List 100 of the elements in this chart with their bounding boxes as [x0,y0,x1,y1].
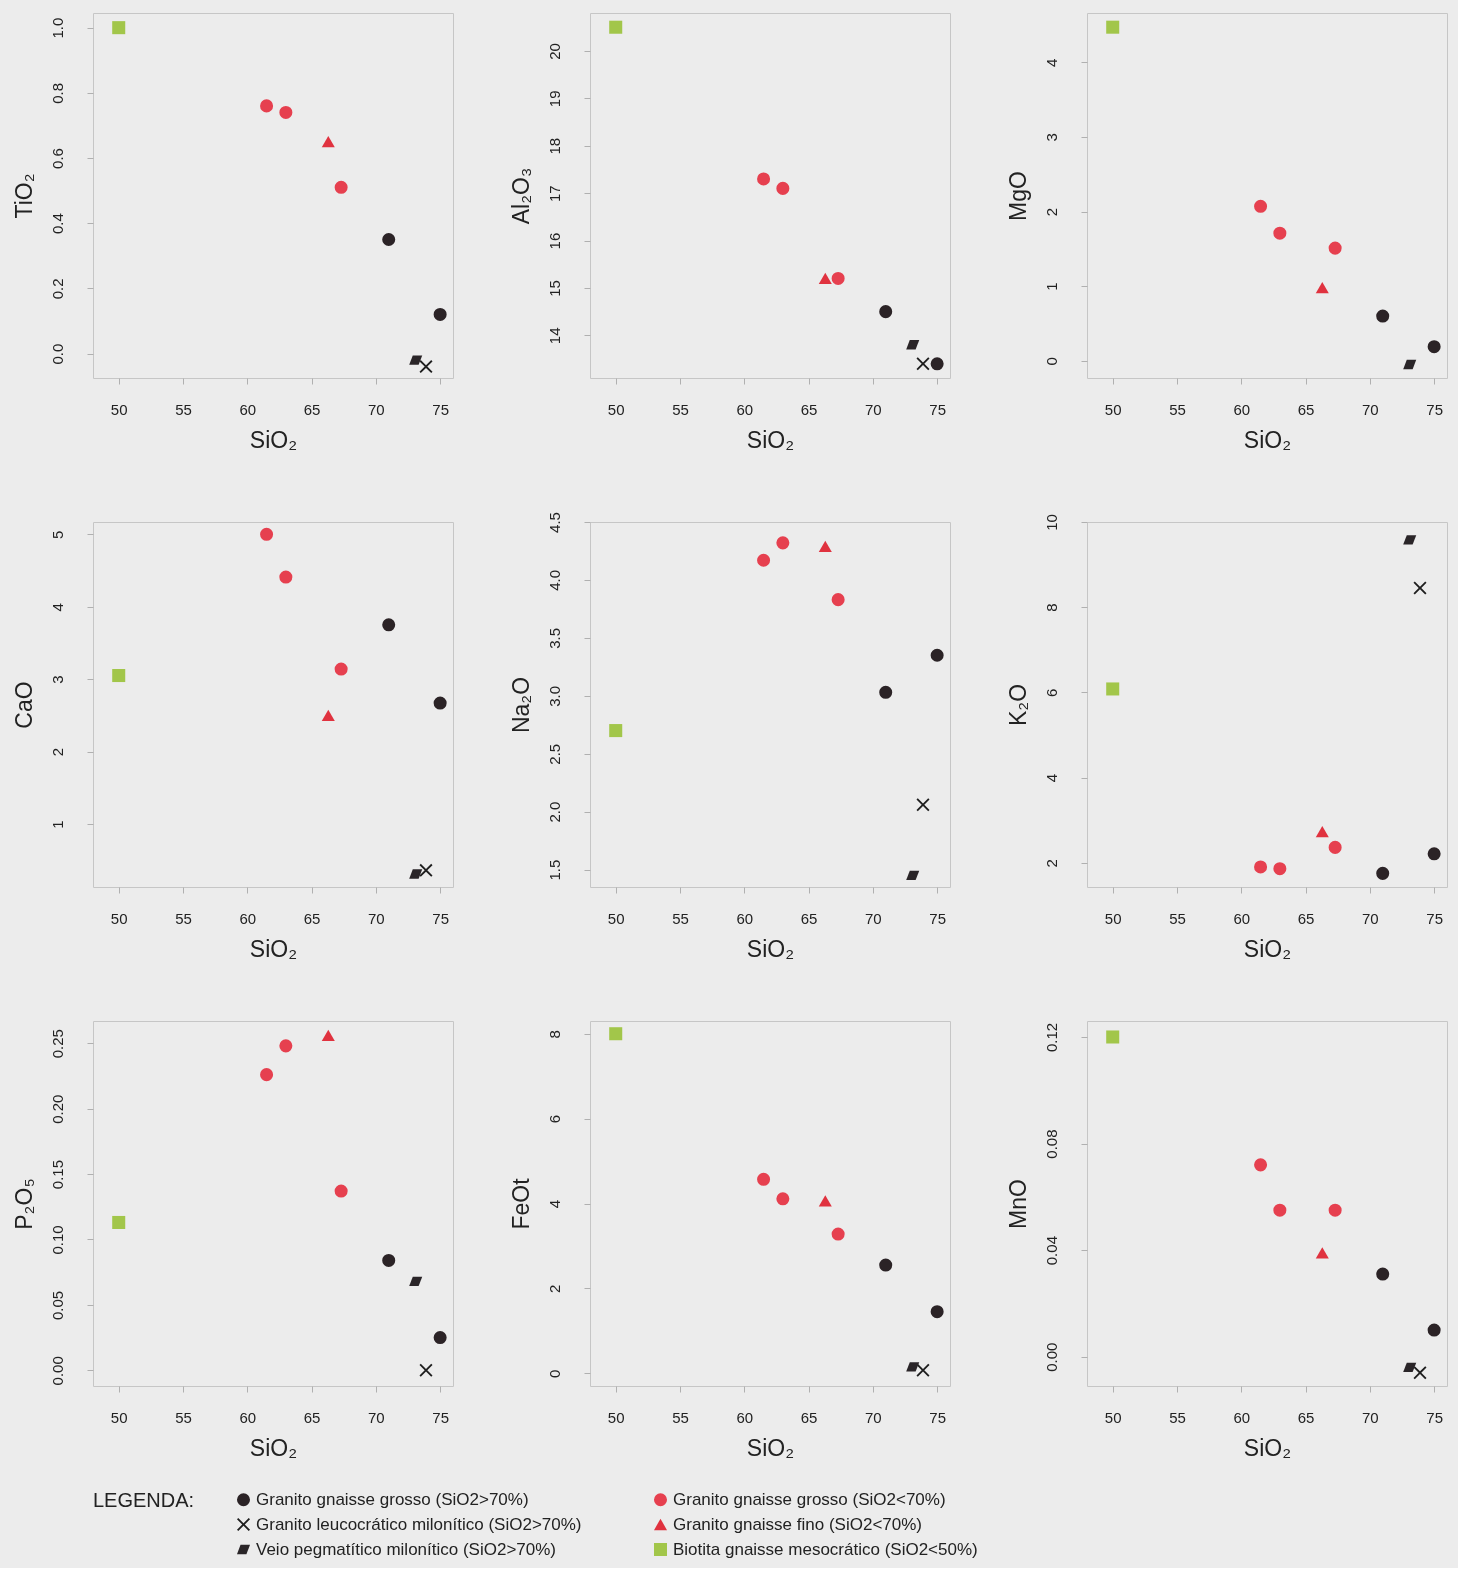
point [409,355,423,365]
y-tick-label: 16 [545,232,563,250]
point [1427,340,1441,354]
point [1328,1203,1342,1217]
y-tick-label: 14 [545,327,563,345]
y-tick-label: 0.0 [48,343,66,365]
y-tick-label: 2 [1042,859,1060,868]
point [334,180,348,194]
point [1273,1203,1287,1217]
point [382,1253,396,1267]
x-tick-label: 75 [1426,400,1443,418]
x-tick-label: 55 [175,1408,192,1426]
point [112,21,126,35]
y-tick-label: 6 [545,1114,563,1124]
point [1106,1030,1120,1044]
point [916,1363,930,1377]
y-tick-label: 2 [48,747,66,757]
x-tick-label: 60 [736,1408,754,1426]
point [1403,1362,1417,1373]
x-tick-label: 60 [736,909,754,927]
y-tick-label: 0.8 [48,82,66,104]
point [419,1363,433,1377]
x-tick-label: 55 [672,909,689,927]
point [321,136,335,148]
point [334,662,348,676]
point [433,1331,447,1345]
x-tick-label: 70 [368,909,385,927]
y-tick-label: 3 [1042,133,1060,142]
point [260,99,274,113]
x-axis-title: SiO₂ [746,426,795,453]
y-tick-label: 0.05 [48,1290,66,1320]
x-tick-label: 55 [672,1408,689,1426]
point [260,1068,274,1082]
x-tick-label: 50 [607,909,625,927]
y-axis-title: Na₂O [507,676,534,734]
point [382,232,396,246]
point [1106,20,1120,34]
point [1254,1158,1268,1172]
point [916,357,930,371]
x-axis-title: SiO₂ [746,1434,795,1461]
x-tick-label: 70 [1362,909,1379,927]
y-tick-label: 8 [1042,603,1060,612]
point [757,172,771,186]
x-tick-label: 50 [1104,400,1122,418]
point [831,271,845,285]
point [906,340,920,350]
y-tick-label: 1 [48,820,66,829]
x-tick-label: 50 [1104,1408,1122,1426]
point [279,570,293,584]
legend-label: Granito gnaisse grosso (SiO2<70%) [673,1489,946,1509]
point [1328,241,1342,255]
point [831,1227,845,1241]
x-tick-label: 55 [1169,1408,1186,1426]
y-tick-label: 1.0 [48,17,66,39]
x-tick-label: 55 [1169,909,1186,927]
x-tick-label: 75 [929,1408,946,1426]
y-axis-title: FeOt [507,1177,534,1230]
y-tick-label: 3.5 [545,627,563,649]
y-tick-label: 0.2 [48,278,66,300]
x-tick-label: 75 [1426,909,1443,927]
x-tick-label: 65 [1297,909,1315,927]
point [279,1039,293,1053]
y-tick-label: 0.25 [48,1029,66,1059]
x-tick-label: 55 [1169,400,1186,418]
y-axis-title: Al₂O₃ [507,167,534,225]
y-tick-label: 4 [48,603,66,612]
point [818,540,832,552]
point [1413,581,1427,595]
point [1427,1323,1441,1337]
point [112,669,126,683]
x-tick-label: 75 [432,1408,449,1426]
x-tick-label: 70 [1362,1408,1379,1426]
y-tick-label: 18 [545,137,563,155]
x-tick-label: 50 [110,1408,128,1426]
x-axis-title: SiO₂ [746,935,795,962]
point [879,685,893,699]
x-tick-label: 70 [865,909,882,927]
y-tick-label: 5 [48,530,66,539]
point [1376,866,1390,880]
legend-label: Biotita gnaisse mesocrático (SiO2<50%) [673,1539,978,1559]
point [260,527,274,541]
x-axis-title: SiO₂ [249,1434,298,1461]
y-tick-label: 0.15 [48,1159,66,1190]
x-tick-label: 65 [800,400,818,418]
x-tick-label: 60 [1233,400,1251,418]
y-tick-label: 0.10 [48,1225,66,1255]
y-tick-label: 2 [545,1284,563,1294]
x-axis-title: SiO₂ [1243,426,1292,453]
x-tick-label: 75 [929,400,946,418]
x-tick-label: 70 [368,1408,385,1426]
x-axis-title: SiO₂ [1243,935,1292,962]
x-tick-label: 60 [736,400,754,418]
x-tick-label: 50 [607,400,625,418]
y-tick-label: 19 [545,90,563,108]
x-tick-label: 60 [239,909,257,927]
x-tick-label: 70 [1362,400,1379,418]
y-tick-label: 3 [48,675,66,684]
point [1376,1267,1390,1281]
point [776,536,790,550]
x-tick-label: 50 [110,400,128,418]
